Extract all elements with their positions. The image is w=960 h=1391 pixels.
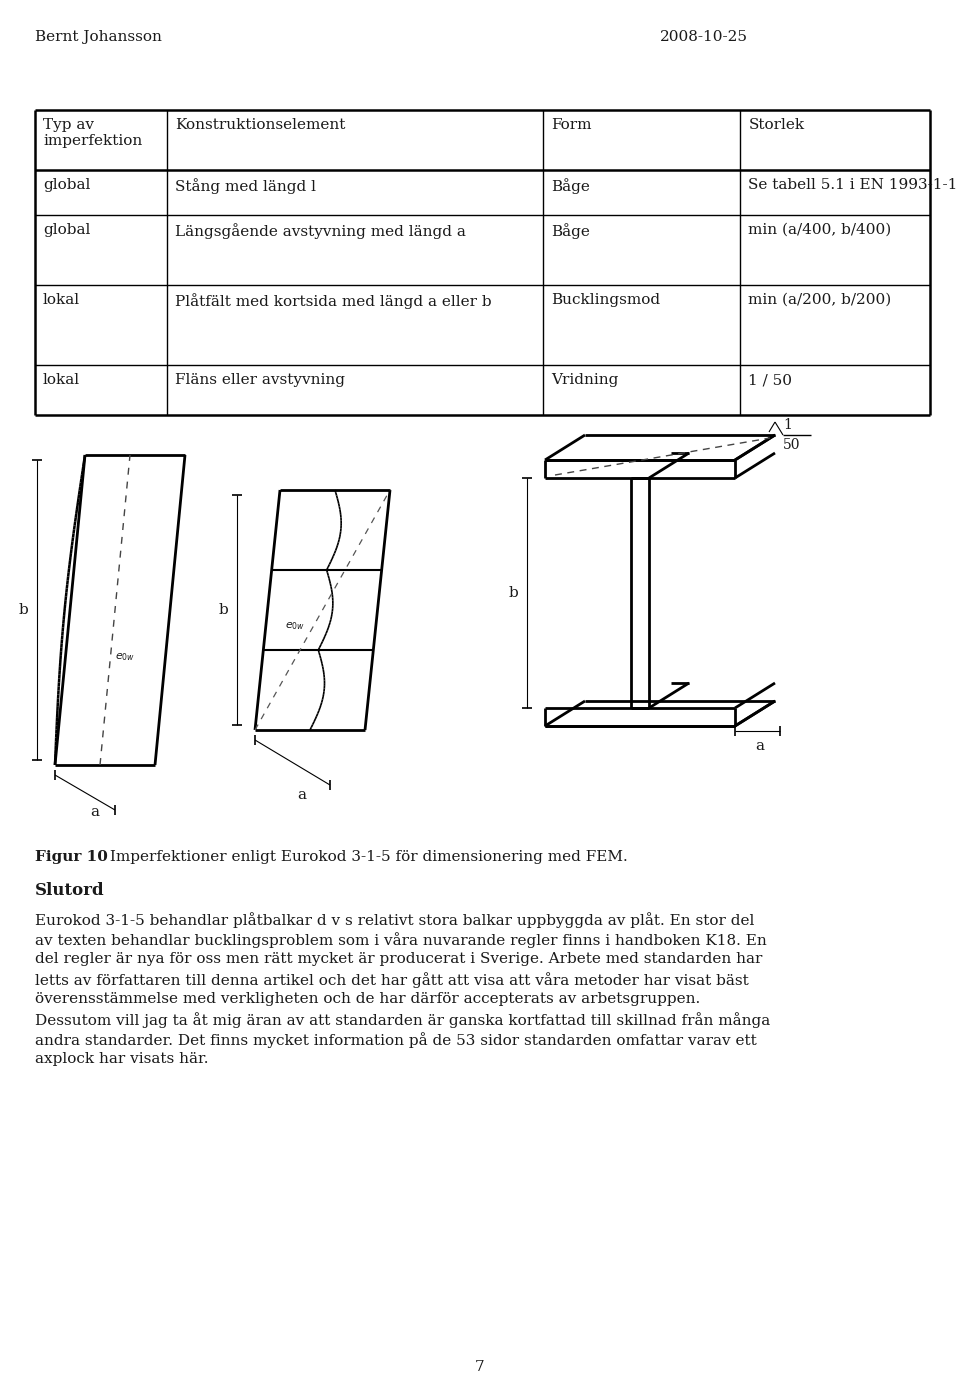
Text: överensstämmelse med verkligheten och de har därför accepterats av arbetsgruppen: överensstämmelse med verkligheten och de… <box>35 992 700 1006</box>
Text: 1: 1 <box>783 419 792 433</box>
Text: Bucklingsmod: Bucklingsmod <box>551 294 660 307</box>
Text: lokal: lokal <box>43 373 80 387</box>
Text: Längsgående avstyvning med längd a: Längsgående avstyvning med längd a <box>176 223 467 239</box>
Text: 1 / 50: 1 / 50 <box>748 373 792 387</box>
Text: $e_{0w}$: $e_{0w}$ <box>115 651 135 662</box>
Text: Båge: Båge <box>551 223 590 239</box>
Text: Plåtfält med kortsida med längd a eller b: Plåtfält med kortsida med längd a eller … <box>176 294 492 309</box>
Text: a: a <box>756 739 764 753</box>
Text: 2008-10-25: 2008-10-25 <box>660 31 748 45</box>
Text: b: b <box>218 604 228 618</box>
Text: Se tabell 5.1 i EN 1993-1-1: Se tabell 5.1 i EN 1993-1-1 <box>748 178 958 192</box>
Text: del regler är nya för oss men rätt mycket är producerat i Sverige. Arbete med st: del regler är nya för oss men rätt mycke… <box>35 951 762 965</box>
Text: Dessutom vill jag ta åt mig äran av att standarden är ganska kortfattad till ski: Dessutom vill jag ta åt mig äran av att … <box>35 1013 770 1028</box>
Text: a: a <box>90 805 99 819</box>
Text: Figur 10: Figur 10 <box>35 850 108 864</box>
Text: min (a/400, b/400): min (a/400, b/400) <box>748 223 892 236</box>
Text: axplock har visats här.: axplock har visats här. <box>35 1052 208 1066</box>
Text: min (a/200, b/200): min (a/200, b/200) <box>748 294 892 307</box>
Text: Bernt Johansson: Bernt Johansson <box>35 31 162 45</box>
Text: b: b <box>508 586 517 600</box>
Text: global: global <box>43 223 90 236</box>
Text: 50: 50 <box>783 438 801 452</box>
Text: global: global <box>43 178 90 192</box>
Text: av texten behandlar bucklingsproblem som i våra nuvarande regler finns i handbok: av texten behandlar bucklingsproblem som… <box>35 932 767 947</box>
Text: $e_{0w}$: $e_{0w}$ <box>285 620 305 632</box>
Text: andra standarder. Det finns mycket information på de 53 sidor standarden omfatta: andra standarder. Det finns mycket infor… <box>35 1032 756 1047</box>
Text: Slutord: Slutord <box>35 882 105 899</box>
Text: letts av författaren till denna artikel och det har gått att visa att våra metod: letts av författaren till denna artikel … <box>35 972 749 988</box>
Text: a: a <box>297 787 306 803</box>
Text: b: b <box>18 604 28 618</box>
Text: Form: Form <box>551 118 592 132</box>
Text: Imperfektioner enligt Eurokod 3-1-5 för dimensionering med FEM.: Imperfektioner enligt Eurokod 3-1-5 för … <box>105 850 628 864</box>
Text: Konstruktionselement: Konstruktionselement <box>176 118 346 132</box>
Text: Vridning: Vridning <box>551 373 619 387</box>
Text: Storlek: Storlek <box>748 118 804 132</box>
Text: Båge: Båge <box>551 178 590 193</box>
Text: lokal: lokal <box>43 294 80 307</box>
Text: Fläns eller avstyvning: Fläns eller avstyvning <box>176 373 346 387</box>
Text: Typ av
imperfektion: Typ av imperfektion <box>43 118 142 149</box>
Text: Stång med längd l: Stång med längd l <box>176 178 317 193</box>
Text: 7: 7 <box>475 1360 485 1374</box>
Text: Eurokod 3-1-5 behandlar plåtbalkar d v s relativt stora balkar uppbyggda av plåt: Eurokod 3-1-5 behandlar plåtbalkar d v s… <box>35 912 755 928</box>
